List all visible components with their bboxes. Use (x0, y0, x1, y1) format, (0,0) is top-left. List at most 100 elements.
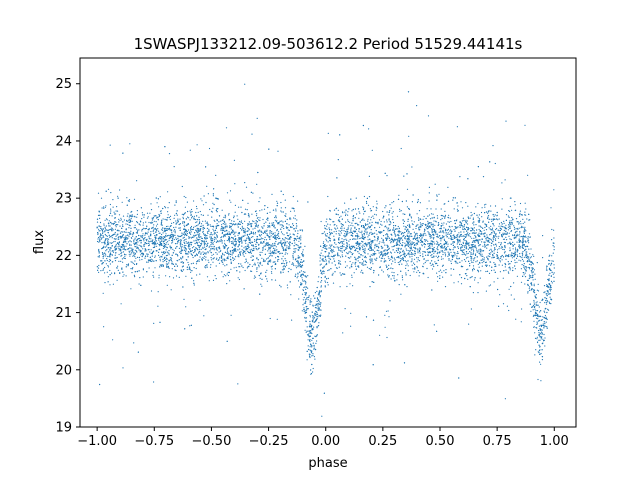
data-point (336, 246, 338, 248)
data-point (505, 264, 507, 266)
data-point (202, 220, 204, 222)
data-point (417, 224, 419, 226)
data-point (121, 268, 123, 270)
data-point (421, 244, 423, 246)
data-point (133, 274, 135, 276)
data-point (268, 252, 270, 254)
data-point (376, 203, 378, 205)
data-point (195, 234, 197, 236)
data-point (182, 257, 184, 259)
data-point (189, 243, 191, 245)
data-point (403, 175, 405, 177)
data-point (541, 333, 543, 335)
data-point (210, 238, 212, 240)
data-point (387, 276, 390, 278)
data-point (529, 236, 531, 238)
data-point (133, 241, 135, 243)
data-point (181, 185, 183, 188)
data-point (402, 257, 404, 259)
data-point (417, 250, 419, 252)
data-point (209, 266, 212, 268)
data-point (193, 200, 195, 202)
data-point (341, 227, 343, 229)
data-point (522, 222, 524, 225)
data-point (429, 262, 431, 264)
data-point (245, 230, 247, 232)
data-point (469, 233, 471, 235)
data-point (188, 217, 190, 219)
data-point (447, 229, 449, 231)
data-point (256, 225, 258, 227)
data-point (190, 225, 193, 228)
data-point (185, 244, 187, 247)
data-point (121, 234, 124, 236)
data-point (165, 249, 167, 251)
data-point (380, 223, 382, 225)
data-point (196, 241, 198, 243)
data-point (532, 254, 534, 256)
data-point (126, 264, 128, 266)
data-point (276, 230, 278, 232)
data-point (477, 292, 479, 294)
data-point (431, 256, 433, 258)
data-point (394, 261, 396, 263)
data-point (518, 245, 520, 247)
data-point (144, 250, 146, 252)
data-point (408, 236, 410, 238)
data-point (132, 252, 134, 254)
data-point (474, 234, 476, 237)
data-point (381, 237, 383, 239)
data-point (150, 249, 152, 251)
data-point (151, 259, 153, 261)
data-point (419, 239, 422, 241)
data-point (251, 259, 253, 261)
data-point (314, 335, 316, 337)
data-point (193, 234, 195, 236)
data-point (429, 252, 431, 254)
data-point (482, 258, 484, 260)
data-point (460, 246, 462, 248)
data-point (469, 262, 471, 265)
data-point (186, 201, 188, 203)
data-point (168, 153, 171, 155)
data-point (378, 250, 380, 252)
data-point (168, 252, 170, 254)
data-point (244, 220, 246, 222)
data-point (197, 249, 199, 251)
data-point (409, 233, 411, 235)
data-point (109, 203, 111, 206)
data-point (421, 245, 423, 247)
data-point (304, 312, 306, 314)
data-point (339, 272, 341, 274)
data-point (544, 314, 547, 317)
data-point (449, 217, 451, 219)
data-point (203, 315, 205, 317)
data-point (413, 221, 415, 223)
data-point (254, 239, 256, 241)
data-point (461, 260, 463, 262)
data-point (549, 302, 551, 304)
data-point (178, 247, 180, 249)
data-point (159, 214, 161, 216)
data-point (297, 257, 299, 259)
data-point (252, 220, 254, 222)
data-point (225, 259, 227, 261)
data-point (427, 225, 429, 227)
data-point (185, 275, 187, 277)
data-point (104, 272, 106, 274)
data-point (195, 205, 198, 208)
data-point (269, 211, 271, 213)
data-point (275, 250, 277, 252)
data-point (479, 244, 481, 246)
data-point (300, 237, 302, 239)
data-point (176, 245, 178, 248)
data-point (524, 276, 527, 278)
data-point (163, 230, 165, 232)
data-point (309, 323, 311, 325)
data-point (392, 260, 394, 262)
data-point (174, 230, 176, 232)
data-point (326, 245, 328, 247)
data-point (388, 264, 390, 266)
data-point (310, 373, 312, 375)
data-point (448, 225, 450, 227)
